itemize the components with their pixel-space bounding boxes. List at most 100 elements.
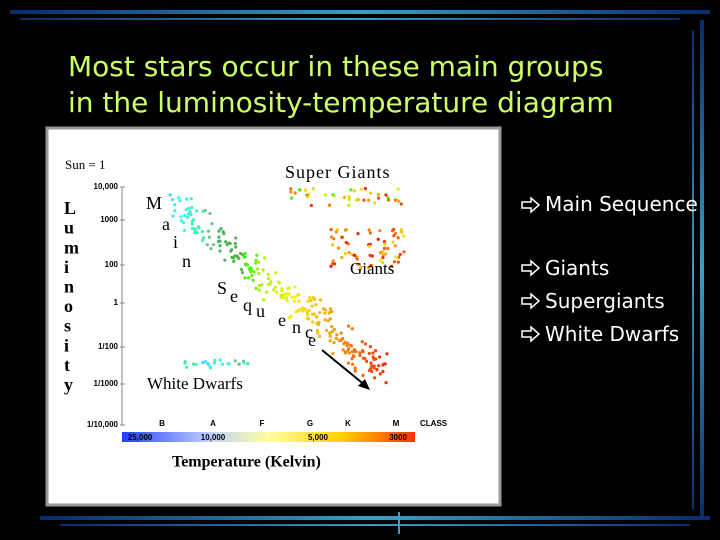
star-dot bbox=[283, 292, 288, 296]
star-dot bbox=[331, 193, 335, 197]
star-dot bbox=[310, 304, 314, 308]
star-dot bbox=[330, 330, 334, 334]
star-dot bbox=[230, 255, 234, 260]
star-dot bbox=[268, 282, 272, 286]
star-dot bbox=[368, 231, 373, 235]
star-dot bbox=[376, 237, 380, 241]
star-dot bbox=[280, 287, 284, 291]
class-label: M bbox=[393, 419, 400, 428]
star-dot bbox=[396, 260, 401, 264]
star-dot bbox=[253, 261, 258, 265]
star-dot bbox=[349, 344, 354, 348]
star-dot bbox=[190, 227, 195, 231]
star-dot bbox=[306, 195, 310, 199]
star-dot bbox=[340, 338, 344, 342]
star-dot bbox=[220, 362, 225, 366]
star-dot bbox=[350, 350, 354, 354]
star-dot bbox=[369, 264, 373, 268]
star-dot bbox=[381, 253, 385, 257]
class-label: K bbox=[345, 419, 351, 428]
star-dot bbox=[239, 267, 243, 272]
star-dot bbox=[251, 278, 255, 283]
star-dot bbox=[184, 208, 188, 212]
star-dot bbox=[368, 345, 373, 349]
star-dot bbox=[328, 331, 332, 335]
star-dot bbox=[272, 288, 276, 292]
star-dot bbox=[242, 361, 246, 365]
star-dot bbox=[386, 246, 390, 251]
temperature-label: 3000 bbox=[389, 433, 407, 442]
star-dot bbox=[289, 187, 293, 191]
star-dot bbox=[279, 295, 284, 299]
star-dot bbox=[245, 263, 250, 267]
bullet: Main Sequence bbox=[545, 192, 698, 216]
star-dot bbox=[316, 331, 320, 335]
star-dot bbox=[352, 189, 356, 193]
star-dot bbox=[311, 186, 315, 191]
star-dot bbox=[250, 273, 254, 277]
star-dot bbox=[296, 293, 300, 297]
star-dot bbox=[366, 266, 371, 270]
star-dot bbox=[396, 236, 400, 240]
star-dot bbox=[262, 298, 266, 302]
star-dot bbox=[339, 331, 343, 335]
star-dot bbox=[230, 248, 234, 252]
star-dot bbox=[185, 215, 190, 219]
star-dot bbox=[359, 187, 363, 191]
star-dot bbox=[392, 233, 396, 238]
star-dot bbox=[195, 231, 199, 235]
star-dot bbox=[181, 221, 186, 225]
star-dot bbox=[353, 366, 357, 370]
star-dot bbox=[234, 245, 238, 249]
arrow bbox=[321, 349, 367, 387]
star-dot bbox=[367, 244, 372, 248]
arrow-head bbox=[358, 379, 370, 390]
star-dot bbox=[393, 231, 398, 235]
star-dot bbox=[201, 238, 205, 243]
star-dot bbox=[346, 324, 351, 328]
star-dot bbox=[363, 186, 367, 191]
star-dot bbox=[328, 334, 332, 338]
star-dot bbox=[224, 240, 228, 244]
star-dot bbox=[256, 260, 261, 265]
star-dot bbox=[171, 214, 175, 218]
y-tick-label: 1/10,000 bbox=[87, 420, 119, 429]
star-dot bbox=[275, 290, 279, 294]
temperature-label: 5,000 bbox=[308, 433, 329, 442]
star-dot bbox=[240, 271, 245, 275]
star-dot bbox=[227, 362, 231, 366]
star-dot bbox=[328, 317, 332, 321]
star-dot bbox=[384, 193, 388, 197]
star-dot bbox=[335, 228, 340, 232]
star-dot bbox=[183, 214, 187, 218]
star-dot bbox=[317, 320, 321, 325]
star-dot bbox=[303, 188, 308, 192]
star-dot bbox=[205, 243, 209, 247]
class-axis-label: CLASS bbox=[420, 419, 448, 428]
star-dot bbox=[376, 192, 380, 197]
star-dot bbox=[399, 202, 403, 206]
star-dot bbox=[225, 243, 229, 247]
star-dot bbox=[323, 193, 328, 197]
star-dot bbox=[212, 361, 217, 365]
star-dot bbox=[314, 303, 318, 307]
star-dot bbox=[237, 362, 241, 366]
star-dot bbox=[326, 319, 330, 323]
star-dot bbox=[200, 229, 204, 234]
star-dot bbox=[356, 262, 360, 266]
star-dot bbox=[401, 234, 406, 238]
star-dot bbox=[367, 228, 371, 232]
star-dot bbox=[397, 199, 401, 203]
star-dot bbox=[195, 209, 199, 213]
star-dot bbox=[383, 362, 387, 366]
star-dot bbox=[347, 197, 351, 201]
star-dot bbox=[350, 327, 354, 331]
star-dot bbox=[380, 260, 385, 265]
star-dot bbox=[373, 201, 377, 205]
star-dot bbox=[359, 265, 363, 270]
star-dot bbox=[327, 311, 331, 315]
star-dot bbox=[328, 339, 332, 343]
x-axis-label: Temperature (Kelvin) bbox=[172, 454, 321, 471]
